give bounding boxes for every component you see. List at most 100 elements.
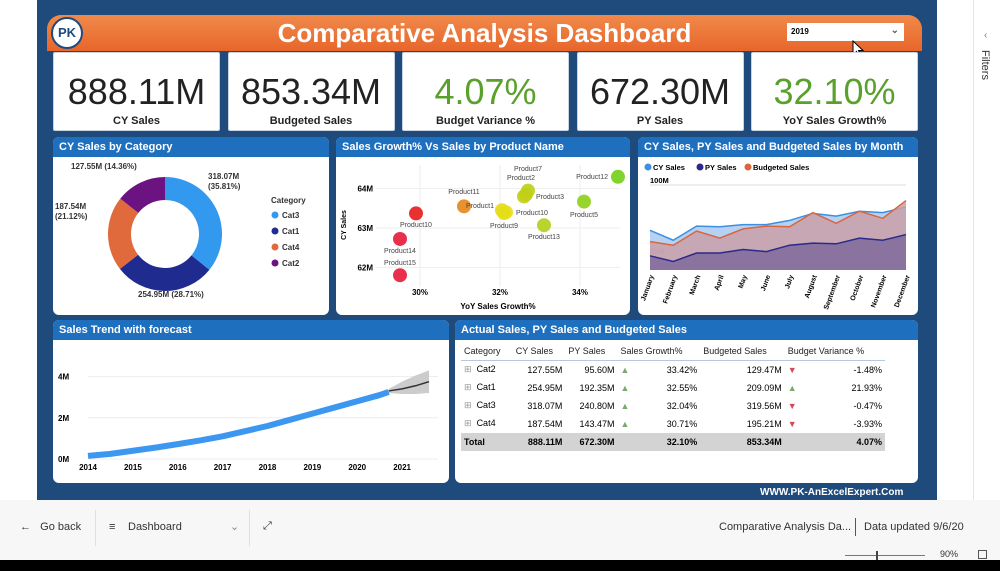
x-tick-label: December xyxy=(894,274,912,308)
expand-icon[interactable]: ⊞ xyxy=(464,382,472,392)
point-label: Product11 xyxy=(448,189,479,196)
line-PY Sales xyxy=(649,233,907,263)
total-cat: Total xyxy=(461,432,513,451)
x-tick-label: March xyxy=(689,274,703,296)
kpi-card: 32.10% YoY Sales Growth% xyxy=(751,52,918,131)
data-updated-text: Data updated 9/6/20 xyxy=(864,521,964,533)
kpi-card: 4.07% Budget Variance % xyxy=(402,52,569,131)
column-header[interactable]: Category xyxy=(461,342,513,361)
x-tick-label: 32% xyxy=(492,288,508,297)
column-header[interactable]: Sales Growth% xyxy=(617,342,701,361)
kpi-label: YoY Sales Growth% xyxy=(782,115,887,127)
scatter-point xyxy=(611,169,625,184)
x-tick-label: April xyxy=(714,274,726,291)
page-selector[interactable]: ≡ Dashboard ⌄ xyxy=(95,510,250,546)
y-tick-label: 100M xyxy=(650,176,669,185)
cell-category: Cat1 xyxy=(476,382,496,392)
chevron-left-icon[interactable]: ‹ xyxy=(984,30,988,41)
kpi-label: PY Sales xyxy=(636,115,684,127)
slice-label-pct: (35.81%) xyxy=(208,182,241,191)
x-tick-label: 30% xyxy=(412,288,428,297)
triangle-down-icon: ▼ xyxy=(787,400,797,411)
y-tick-label: 63M xyxy=(357,224,373,233)
legend-marker xyxy=(271,227,279,235)
filters-pane[interactable]: ‹ Filters xyxy=(973,0,1000,500)
cell-py: 143.47M xyxy=(579,418,615,429)
triangle-down-icon: ▼ xyxy=(787,364,797,375)
scatter-point xyxy=(517,189,531,204)
slice-label-value: 318.07M xyxy=(208,172,239,181)
x-tick-label: 2019 xyxy=(303,463,321,472)
legend-title: Category xyxy=(271,196,306,205)
y-tick-label: 2M xyxy=(58,414,69,423)
donut-slice-Cat1 xyxy=(119,254,210,291)
y-tick-label: 4M xyxy=(58,373,69,382)
chevron-down-icon: ⌄ xyxy=(890,25,899,36)
expand-icon[interactable]: ⊞ xyxy=(464,364,472,375)
expand-icon[interactable]: ⤢ xyxy=(263,520,272,532)
legend-marker xyxy=(271,259,279,267)
legend-marker xyxy=(696,163,704,171)
y-tick-label: 0M xyxy=(58,455,69,464)
x-tick-label: 2018 xyxy=(259,463,277,472)
x-tick-label: January xyxy=(640,274,656,302)
cy-sales-by-category-panel: CY Sales by Category 318.07M (35.81%) Cat3… xyxy=(53,137,329,315)
go-back-label: Go back xyxy=(40,521,82,533)
cell-py: 95.60M xyxy=(584,364,615,375)
total-bv: 4.07% xyxy=(784,432,885,451)
x-tick-label: May xyxy=(738,274,749,289)
filters-label[interactable]: Filters xyxy=(979,50,991,80)
column-header[interactable]: PY Sales xyxy=(565,342,618,361)
column-header[interactable]: CY Sales xyxy=(512,342,566,361)
expand-icon[interactable]: ⊞ xyxy=(464,418,472,428)
fit-page-icon[interactable] xyxy=(978,550,987,559)
panel-title: Sales Growth% Vs Sales by Product Name xyxy=(336,137,630,157)
cell-budget: 195.21M xyxy=(746,418,782,429)
point-label: Product2 xyxy=(507,175,535,182)
slice-label-pct: (21.12%) xyxy=(55,212,88,221)
triangle-up-icon: ▲ xyxy=(620,418,630,429)
cell-variance: -3.93% xyxy=(853,418,882,429)
scatter-point xyxy=(457,199,471,214)
point-label: Product10 xyxy=(516,210,548,217)
cell-budget: 319.56M xyxy=(746,400,782,411)
legend-marker xyxy=(644,163,652,171)
zoom-slider[interactable] xyxy=(845,551,925,560)
x-tick-label: July xyxy=(784,274,795,290)
cell-category: Cat4 xyxy=(476,418,496,428)
cell-variance: -0.47% xyxy=(853,400,882,411)
x-tick-label: 2017 xyxy=(214,463,232,472)
column-header[interactable]: Budget Variance % xyxy=(784,342,885,361)
x-tick-label: 2015 xyxy=(124,463,142,472)
kpi-label: CY Sales xyxy=(113,115,160,127)
x-tick-label: 2014 xyxy=(79,463,97,472)
legend-item: Cat4 xyxy=(282,243,300,252)
slice-label: 254.95M (28.71%) xyxy=(138,290,204,299)
footer-url[interactable]: WWW.PK-AnExcelExpert.Com xyxy=(760,487,904,498)
legend-item: Cat3 xyxy=(282,211,300,220)
legend-item: PY Sales xyxy=(705,163,737,172)
cell-cy: 254.95M xyxy=(527,382,563,393)
x-axis-title: YoY Sales Growth% xyxy=(460,302,535,311)
legend-marker xyxy=(744,163,752,171)
expand-icon[interactable]: ⊞ xyxy=(464,400,472,410)
y-tick-label: 64M xyxy=(357,185,373,194)
point-label: Product1 xyxy=(466,203,494,210)
actual-sales-line xyxy=(87,389,390,459)
panel-title: CY Sales, PY Sales and Budgeted Sales by… xyxy=(638,137,918,157)
x-tick-label: September xyxy=(823,274,842,311)
x-tick-label: February xyxy=(662,274,679,305)
go-back-button[interactable]: ← Go back xyxy=(20,521,81,533)
triangle-down-icon: ▼ xyxy=(787,418,797,429)
x-tick-label: 2020 xyxy=(348,463,366,472)
cell-cy: 187.54M xyxy=(527,418,563,429)
column-header[interactable]: Budgeted Sales xyxy=(700,342,785,361)
year-filter-dropdown[interactable]: 2019 ⌄ xyxy=(787,23,904,41)
point-label: Product9 xyxy=(490,223,518,230)
scatter-point xyxy=(409,206,423,221)
table-total-row: Total 888.11M 672.30M 32.10% 853.34M 4.07% xyxy=(461,432,885,451)
area-PY Sales xyxy=(650,234,906,270)
kpi-card: 672.30M PY Sales xyxy=(576,52,744,131)
point-label: Product10 xyxy=(400,222,432,229)
cell-cy: 318.07M xyxy=(527,400,563,411)
